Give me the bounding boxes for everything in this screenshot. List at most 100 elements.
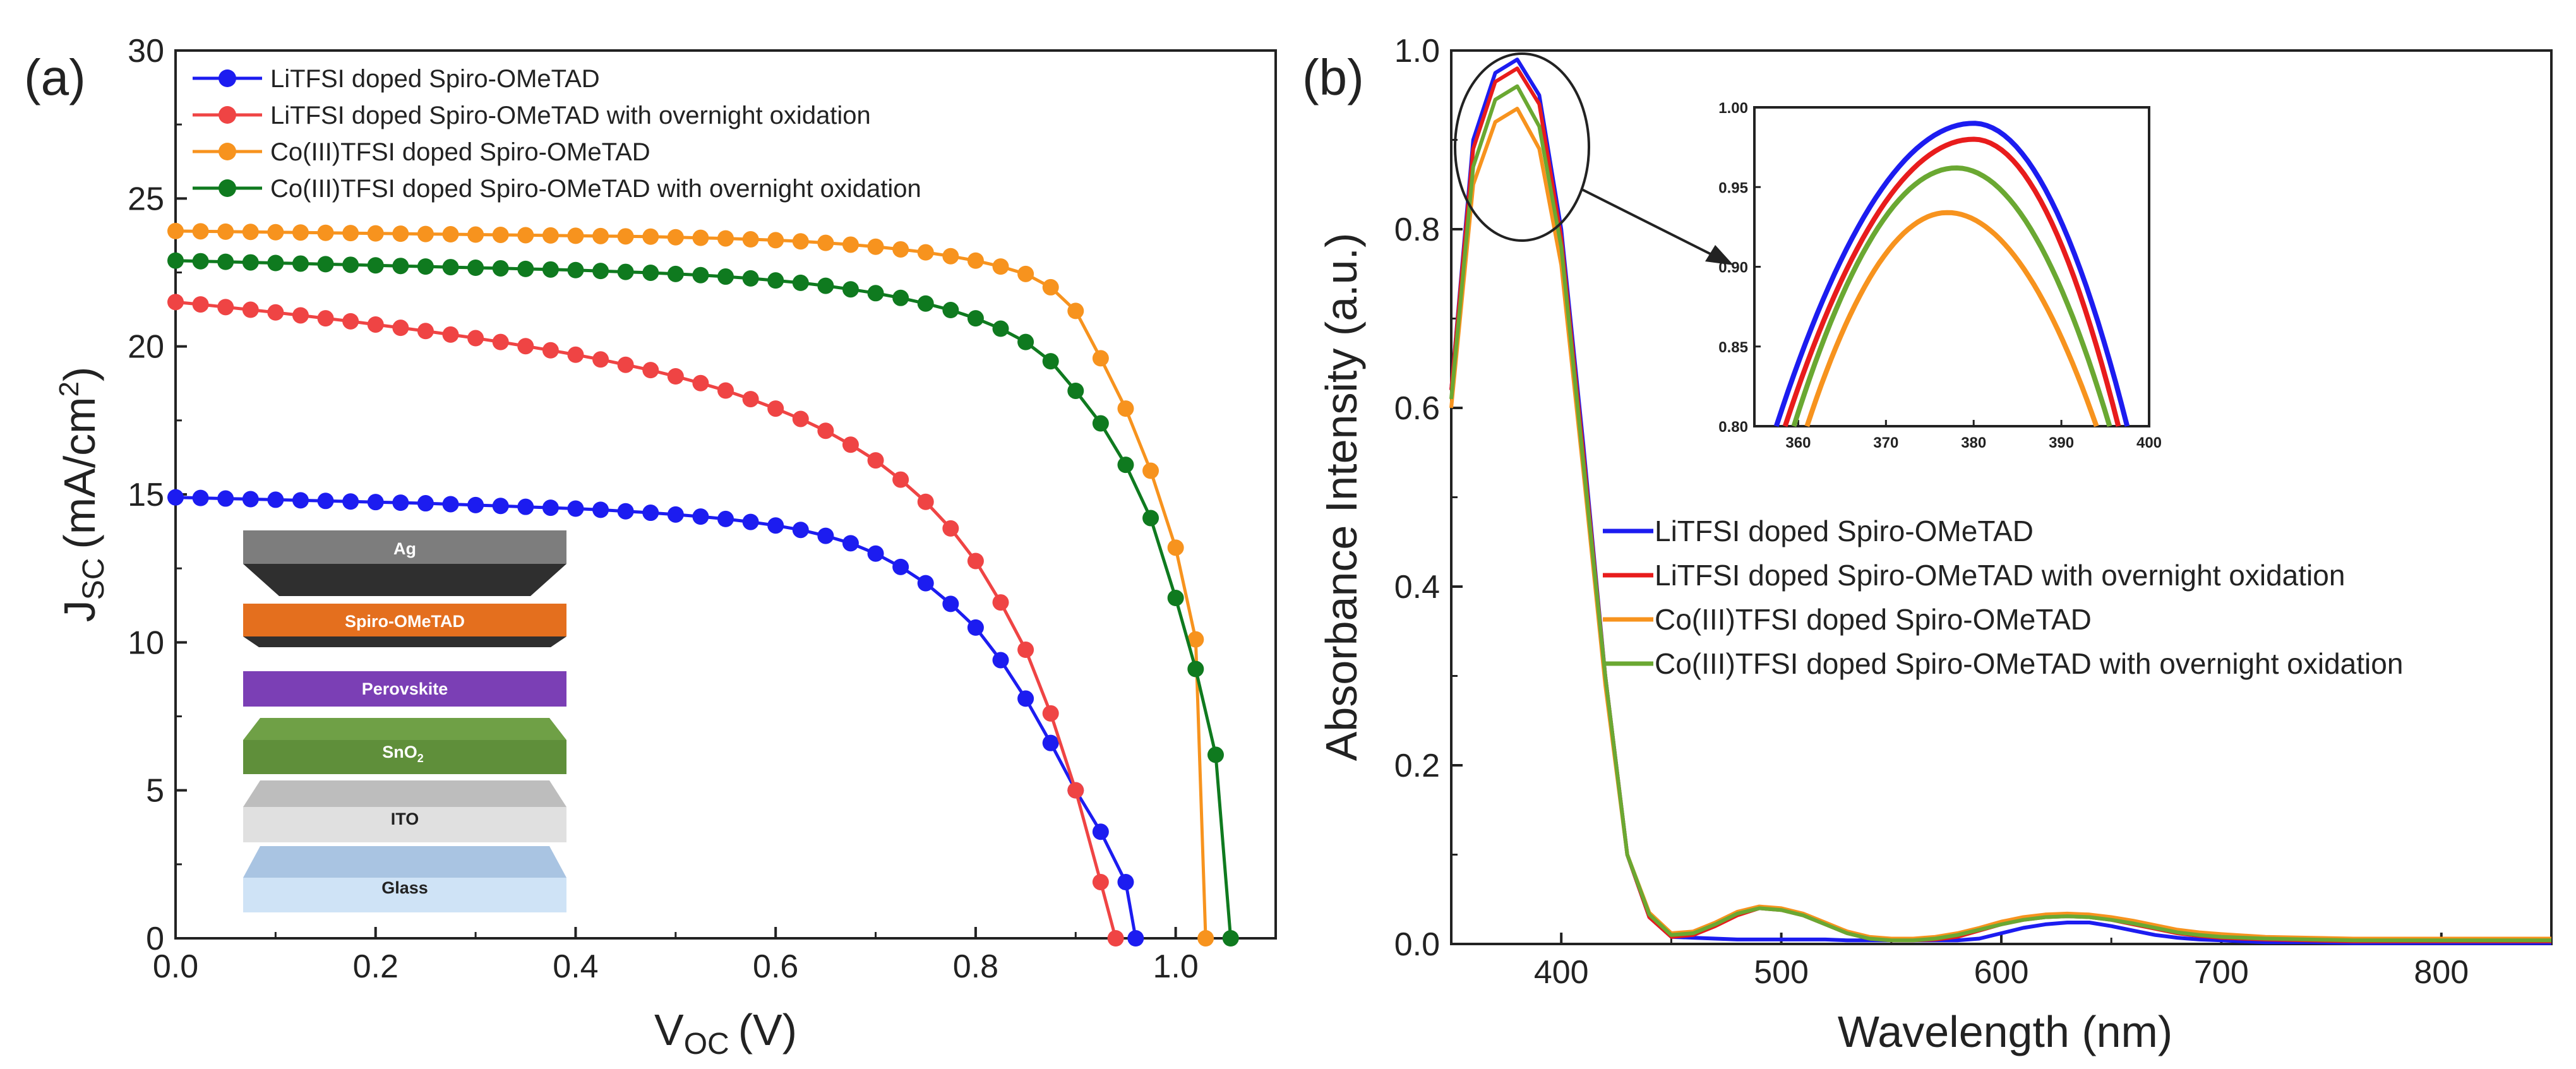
panel-a-data-point (367, 257, 384, 274)
panel-a-data-point (767, 400, 784, 417)
panel-b-x-tick-label: 700 (2194, 954, 2249, 991)
panel-a-data-point (442, 326, 459, 343)
panel-a-label: (a) (24, 49, 86, 105)
panel-a-data-point (792, 410, 809, 427)
panel-a-data-point (192, 296, 209, 313)
panel-a-data-point (292, 492, 309, 509)
panel-a-y-axis-title: JSC (mA/cm2) (54, 367, 111, 623)
panel-a-data-point (592, 227, 609, 244)
stack-layer-sno2: SnO2 (243, 718, 566, 774)
panel-a-data-point (592, 263, 609, 280)
stack-label-ag: Ag (393, 539, 416, 558)
panel-a-data-point (667, 229, 684, 246)
stack-layer-ag: Ag (243, 530, 566, 596)
panel-a-series-0 (167, 489, 1144, 947)
panel-a-series-1 (167, 294, 1124, 947)
stack-layer-ito-top (243, 780, 566, 807)
panel-a-data-point (767, 232, 784, 249)
zoom-arrow-line (1581, 188, 1718, 259)
panel-a-data-point (1017, 265, 1034, 282)
panel-a-data-point (817, 234, 834, 251)
panel-a-data-point (167, 294, 184, 311)
stack-label-sno2-sub: 2 (417, 752, 424, 765)
panel-a-data-point (967, 310, 984, 327)
panel-a-data-point (842, 236, 859, 253)
panel-a-data-point (1042, 734, 1059, 751)
panel-a-data-point (717, 268, 734, 285)
panel-a-data-point (217, 490, 234, 507)
stack-label-ito: ITO (391, 809, 419, 828)
panel-a-data-point (492, 260, 509, 277)
panel-a-data-point (892, 558, 909, 575)
panel-a-xlabel-sub: OC (684, 1027, 729, 1061)
panel-a-data-point (317, 310, 334, 327)
panel-a-data-point (217, 223, 234, 240)
panel-b-y-tick-label: 0.2 (1394, 748, 1440, 784)
panel-a-legend-label: LiTFSI doped Spiro-OMeTAD (270, 65, 600, 93)
panel-b-y-tick-label: 0.4 (1394, 569, 1440, 606)
panel-a-data-point (367, 225, 384, 242)
panel-a-data-point (317, 224, 334, 241)
panel-a-data-point (992, 594, 1009, 611)
panel-a-y-tick-label: 30 (128, 33, 164, 69)
panel-a-ylabel-unit: (mA/cm (55, 397, 104, 549)
panel-a-data-point (292, 307, 309, 324)
panel-b-x-tick-label: 400 (1534, 954, 1589, 991)
stack-layer-glass: Glass (243, 846, 566, 912)
panel-a-data-point (742, 513, 759, 530)
panel-b-series-line-3 (1449, 84, 2551, 943)
panel-a-data-point (1117, 400, 1134, 417)
panel-a-ylabel-main: J (55, 600, 104, 622)
panel-a-data-point (567, 261, 584, 278)
panel-a-data-point (892, 241, 909, 258)
panel-a-data-point (167, 252, 184, 269)
panel-a-data-point (267, 254, 284, 272)
panel-b-label: (b) (1302, 49, 1364, 105)
panel-a-data-point (1187, 660, 1204, 678)
panel-a-data-point (917, 575, 934, 592)
panel-a-data-point (392, 494, 409, 511)
stack-label-spiro: Spiro-OMeTAD (345, 612, 465, 631)
panel-a-data-point (267, 491, 284, 508)
panel-a-xlabel-unit: (V) (738, 1005, 797, 1054)
panel-a-data-point (542, 342, 559, 359)
stack-layer-ito-front (243, 807, 566, 842)
panel-a-y-ticks: 0 5 10 15 20 25 30 (128, 33, 187, 957)
panel-a-data-point (342, 256, 359, 273)
stack-layer-spiro-top (243, 604, 566, 636)
panel-a-data-point (817, 277, 834, 294)
panel-a-x-tick-label: 0.6 (753, 948, 798, 985)
panel-a-data-point (542, 261, 559, 278)
panel-b-y-tick-label: 0.8 (1394, 212, 1440, 248)
panel-a-data-point (1042, 278, 1059, 296)
panel-a-data-point (542, 227, 559, 244)
panel-a-data-point (842, 535, 859, 552)
panel-a-data-point (617, 263, 634, 280)
panel-a-data-point (1092, 415, 1109, 432)
panel-a-data-point (667, 265, 684, 282)
stack-layer-perovskite: Perovskite (243, 671, 566, 707)
panel-a-data-point (192, 223, 209, 240)
panel-a-data-point (617, 228, 634, 245)
panel-a-data-point (892, 471, 909, 488)
panel-a-data-point (867, 545, 884, 562)
panel-a-data-point (1017, 333, 1034, 350)
panel-a-ylabel-sub: SC (77, 558, 111, 600)
panel-a-data-point (1197, 930, 1214, 947)
panel-a-x-axis-title: VOC (V) (654, 1005, 797, 1061)
panel-a-data-point (692, 508, 709, 525)
panel-a-x-tick-label: 0.8 (953, 948, 998, 985)
panel-a-data-point (717, 510, 734, 527)
panel-a-data-point (1222, 930, 1239, 947)
panel-a-data-point (817, 527, 834, 544)
panel-a-data-point (392, 225, 409, 242)
panel-a-data-point (942, 520, 959, 537)
panel-a-data-point (667, 506, 684, 523)
panel-a-data-point (992, 258, 1009, 275)
inset-x-tick-label: 380 (1961, 434, 1986, 451)
panel-a-legend-label: Co(III)TFSI doped Spiro-OMeTAD (270, 138, 650, 166)
panel-b-series (1449, 57, 2551, 945)
panel-a-data-point (717, 382, 734, 399)
panel-a-data-point (492, 333, 509, 350)
